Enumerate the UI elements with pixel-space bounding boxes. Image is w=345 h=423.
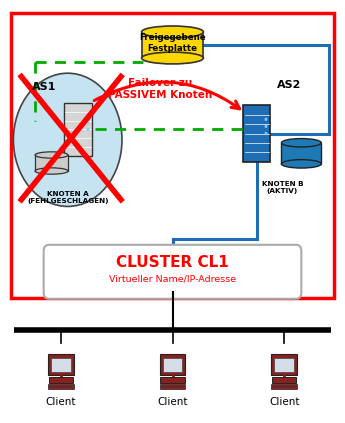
Circle shape	[265, 118, 267, 121]
Bar	[160, 377, 185, 383]
Bar	[272, 377, 296, 383]
Circle shape	[87, 121, 89, 124]
Ellipse shape	[282, 139, 321, 147]
Text: CLUSTER CL1: CLUSTER CL1	[116, 255, 229, 269]
Text: AS1: AS1	[31, 82, 56, 92]
Text: Freigegebene
Festplatte: Freigegebene Festplatte	[139, 33, 206, 52]
Text: Virtueller Name/IP-Adresse: Virtueller Name/IP-Adresse	[109, 275, 236, 283]
Ellipse shape	[282, 159, 321, 168]
Polygon shape	[35, 155, 68, 171]
Ellipse shape	[141, 52, 204, 64]
Circle shape	[87, 115, 89, 118]
Bar	[271, 354, 297, 375]
Bar	[160, 354, 185, 375]
Bar	[51, 358, 71, 372]
Text: Client: Client	[46, 397, 76, 407]
Ellipse shape	[35, 152, 68, 158]
Circle shape	[87, 128, 89, 131]
FancyBboxPatch shape	[44, 245, 301, 299]
Bar	[162, 358, 183, 372]
FancyArrowPatch shape	[94, 82, 240, 109]
Ellipse shape	[141, 26, 204, 38]
Bar	[274, 358, 294, 372]
Text: KNOTEN A
(FEHLGESCHLAGEN): KNOTEN A (FEHLGESCHLAGEN)	[27, 191, 108, 204]
Text: Failover zu
PASSIVEM Knoten: Failover zu PASSIVEM Knoten	[108, 78, 213, 100]
FancyBboxPatch shape	[11, 14, 334, 298]
Text: Client: Client	[269, 397, 299, 407]
Bar	[49, 377, 73, 383]
Circle shape	[265, 132, 267, 135]
Polygon shape	[282, 143, 321, 164]
Text: Client: Client	[157, 397, 188, 407]
Bar	[160, 384, 185, 389]
Bar	[271, 384, 297, 389]
Bar	[48, 354, 74, 375]
Bar	[48, 384, 74, 389]
Ellipse shape	[35, 168, 68, 174]
Text: AS2: AS2	[277, 80, 302, 90]
Text: KNOTEN B
(AKTIV): KNOTEN B (AKTIV)	[262, 181, 303, 194]
Circle shape	[265, 125, 267, 128]
Bar	[64, 103, 92, 156]
Bar	[243, 105, 270, 162]
Circle shape	[13, 73, 122, 206]
Polygon shape	[141, 32, 204, 58]
